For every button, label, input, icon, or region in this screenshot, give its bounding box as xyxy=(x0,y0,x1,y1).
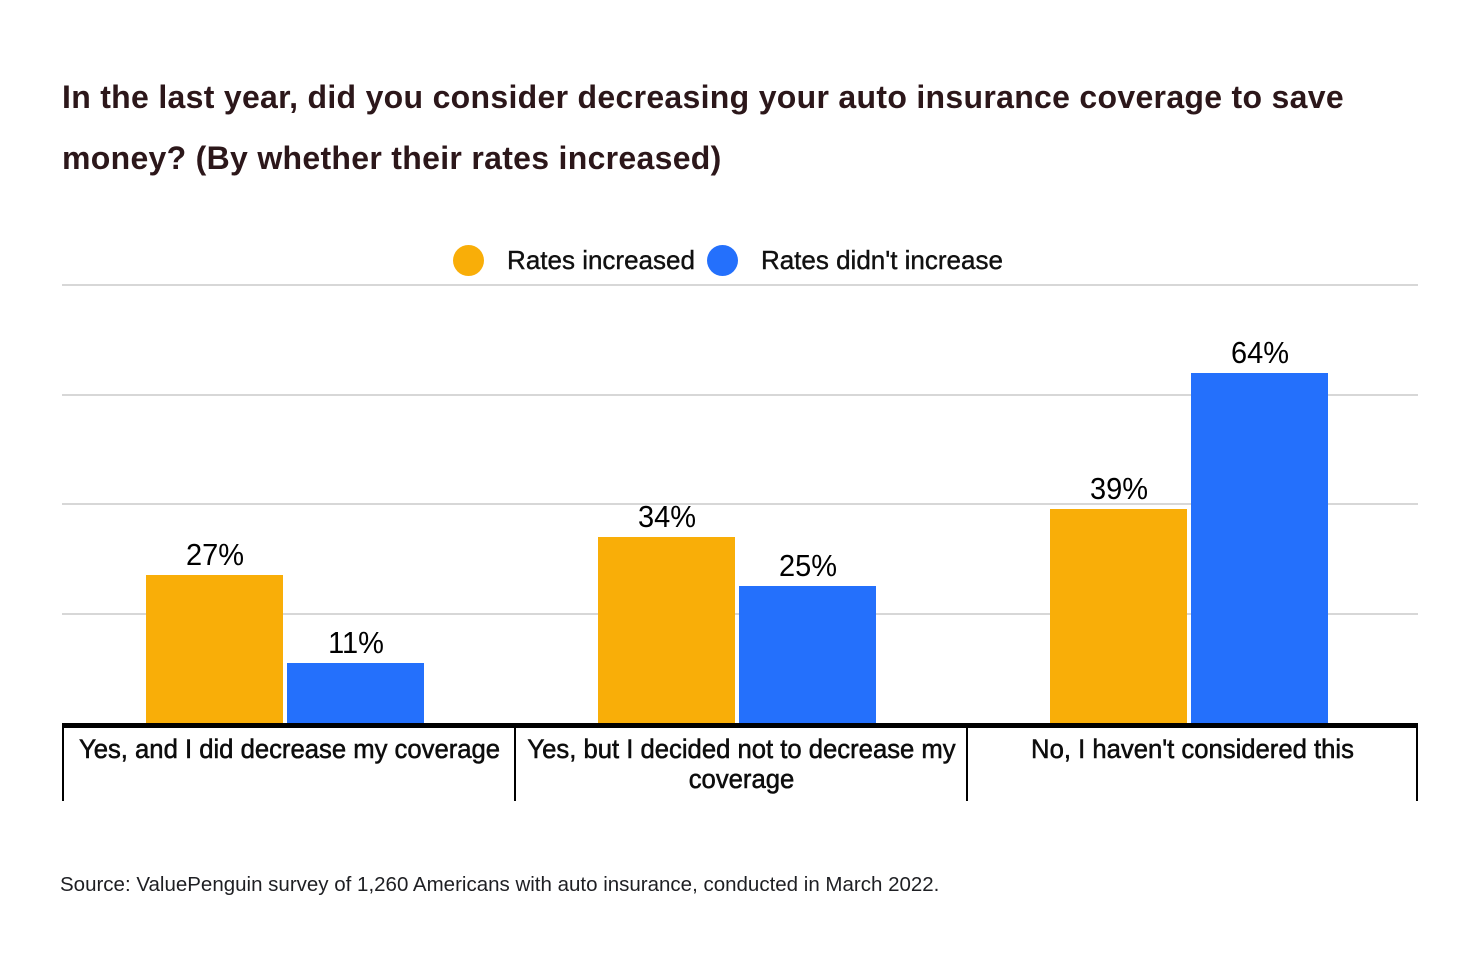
value-label: 34% xyxy=(637,498,696,534)
category-box: Yes, and I did decrease my coverage xyxy=(62,723,514,801)
value-label: 39% xyxy=(1089,471,1148,507)
value-label: 11% xyxy=(327,624,384,660)
gridline-80 xyxy=(62,284,1418,286)
legend: Rates increased Rates didn't increase xyxy=(62,245,1418,276)
bar-rates-increased-3 xyxy=(1050,509,1187,723)
legend-item-rates-increased: Rates increased xyxy=(453,245,695,276)
category-box: Yes, but I decided not to decrease my co… xyxy=(514,723,966,801)
value-label: 64% xyxy=(1230,334,1289,370)
source-note: Source: ValuePenguin survey of 1,260 Ame… xyxy=(60,873,940,896)
category-box: No, I haven't considered this xyxy=(966,723,1418,801)
legend-items: Rates increased Rates didn't increase xyxy=(453,245,1003,276)
bar-rates-didn-t-increase-1 xyxy=(287,662,424,723)
legend-label-rates-didnt-increase: Rates didn't increase xyxy=(760,245,1003,275)
gridline-60 xyxy=(62,393,1418,396)
category-label: Yes, but I decided not to decrease my co… xyxy=(526,734,956,795)
value-label: 27% xyxy=(185,537,244,573)
bar-rates-didn-t-increase-2 xyxy=(739,586,876,723)
gridline-40 xyxy=(62,503,1418,505)
category-label: Yes, and I did decrease my coverage xyxy=(78,734,500,765)
chart-title: In the last year, did you consider decre… xyxy=(62,79,1344,176)
legend-label-rates-increased: Rates increased xyxy=(507,245,695,275)
legend-swatch-rates-increased-icon xyxy=(453,245,485,276)
bar-rates-increased-2 xyxy=(598,536,735,723)
category-label: No, I haven't considered this xyxy=(1030,734,1354,765)
legend-item-rates-didnt-increase: Rates didn't increase xyxy=(706,245,1003,276)
value-label: 25% xyxy=(778,548,837,584)
bar-rates-increased-1 xyxy=(146,575,283,723)
bar-rates-didn-t-increase-3 xyxy=(1191,372,1328,723)
x-axis-baseline xyxy=(62,723,1418,728)
legend-swatch-rates-didnt-increase-icon xyxy=(706,245,738,276)
